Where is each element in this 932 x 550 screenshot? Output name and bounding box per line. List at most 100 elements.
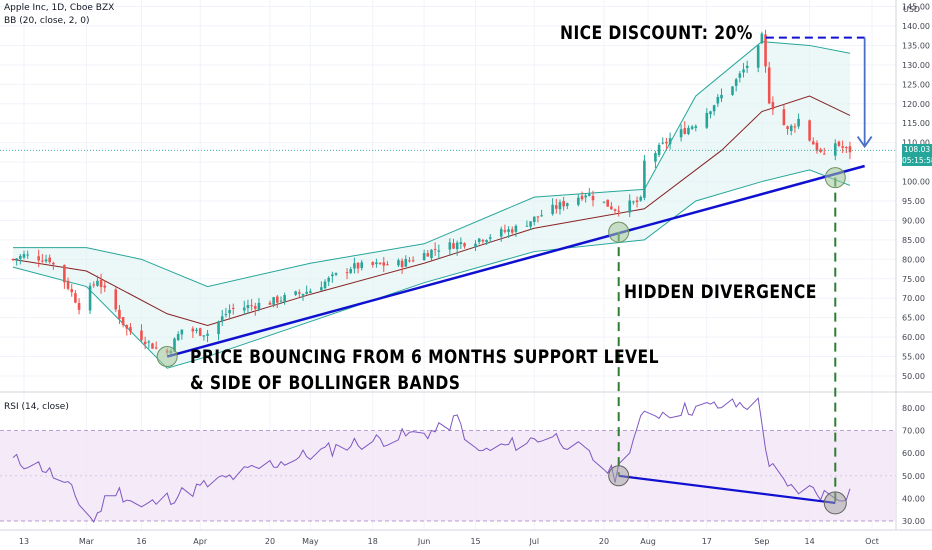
candle-body (554, 205, 558, 209)
candle-body (283, 295, 286, 302)
candle-body (272, 297, 275, 305)
candle-body (639, 196, 643, 201)
price-tick-label: 140.00 (902, 22, 930, 31)
candle-body (694, 126, 698, 128)
time-tick-label: Mar (79, 537, 95, 546)
candle-body (459, 242, 463, 245)
candle-body (628, 200, 632, 213)
candle-body (709, 111, 712, 115)
candle-body (617, 210, 621, 212)
divergence-annotation: HIDDEN DIVERGENCE (624, 281, 817, 303)
candle-body (77, 302, 81, 310)
bounce-marker (608, 221, 630, 243)
candle-body (764, 34, 767, 67)
candle-body (562, 201, 565, 207)
price-tick-label: 55.00 (902, 353, 925, 362)
candle-body (793, 126, 797, 128)
candle-body (231, 308, 235, 310)
candle-body (433, 249, 437, 251)
candle-body (397, 260, 400, 266)
candle-body (63, 264, 66, 283)
candle-body (767, 67, 771, 104)
candle-body (720, 94, 723, 99)
bollinger-lower-line (12, 169, 851, 369)
time-tick-label: 20 (265, 537, 275, 546)
candle-body (386, 264, 389, 266)
rsi-tick-label: 60.00 (902, 449, 925, 458)
candle-body (305, 291, 308, 294)
candle-body (118, 309, 121, 319)
candle-body (591, 195, 595, 201)
symbol-title: Apple Inc, 1D, Cboe BZX (4, 3, 115, 13)
candle-body (92, 284, 96, 286)
candle-body (48, 257, 51, 263)
candle-body (430, 249, 433, 259)
candle-body (22, 254, 26, 258)
candle-body (588, 194, 591, 196)
candle-body (712, 105, 716, 112)
candle-body (143, 341, 147, 345)
candle-body (246, 305, 250, 308)
countdown-tag: 05:15:58 (902, 155, 932, 166)
candle-body (70, 289, 74, 293)
candle-body (422, 253, 426, 261)
candle-body (477, 238, 481, 242)
candle-body (584, 195, 587, 198)
bb-indicator-label: BB (20, close, 2, 0) (4, 16, 90, 26)
candle-body (815, 142, 819, 151)
price-tick-label: 70.00 (902, 294, 925, 303)
candle-body (268, 302, 272, 305)
candle-body (323, 281, 327, 289)
candle-body (510, 229, 514, 233)
time-tick-label: 15 (470, 537, 480, 546)
candle-body (606, 199, 609, 207)
candle-body (474, 243, 477, 248)
candle-body (327, 277, 330, 282)
rsi-tick-label: 80.00 (902, 404, 925, 413)
candle-body (683, 128, 687, 134)
candle-body (180, 329, 184, 335)
candle-body (345, 272, 349, 274)
candle-body (503, 230, 507, 232)
candle-body (514, 225, 518, 232)
time-tick-label: 18 (368, 537, 378, 546)
candle-body (114, 289, 118, 310)
candle-body (580, 195, 584, 200)
rsi-marker (608, 465, 630, 487)
candle-body (808, 120, 811, 141)
candle-body (121, 317, 125, 325)
candle-body (275, 296, 279, 303)
candle-body (665, 141, 668, 144)
bounce-marker (156, 346, 178, 368)
time-tick-label: Jun (417, 537, 431, 546)
candle-body (643, 160, 646, 198)
price-tick-label: 120.00 (902, 100, 930, 109)
candle-body (173, 338, 176, 352)
candle-body (525, 225, 529, 227)
candle-body (19, 255, 22, 259)
candle-body (375, 262, 378, 265)
rsi-tick-label: 30.00 (902, 517, 925, 526)
bollinger-band-fill (12, 41, 850, 369)
rsi-indicator-label: RSI (14, close) (4, 402, 69, 412)
candle-body (371, 262, 375, 265)
candle-body (690, 126, 694, 129)
candle-body (301, 294, 305, 296)
candle-body (191, 328, 195, 332)
price-tick-label: 75.00 (902, 275, 925, 284)
candle-body (382, 262, 386, 266)
candle-body (536, 216, 540, 218)
candle-body (797, 118, 800, 127)
time-tick-label: May (302, 537, 319, 546)
candle-body (298, 292, 301, 294)
price-tick-label: 130.00 (902, 61, 930, 70)
candle-body (734, 79, 738, 86)
price-tick-label: 115.00 (902, 119, 930, 128)
candle-body (745, 65, 749, 68)
candle-body (44, 259, 48, 262)
candle-body (452, 243, 455, 249)
price-tick-label: 95.00 (902, 197, 925, 206)
candle-body (488, 237, 492, 239)
